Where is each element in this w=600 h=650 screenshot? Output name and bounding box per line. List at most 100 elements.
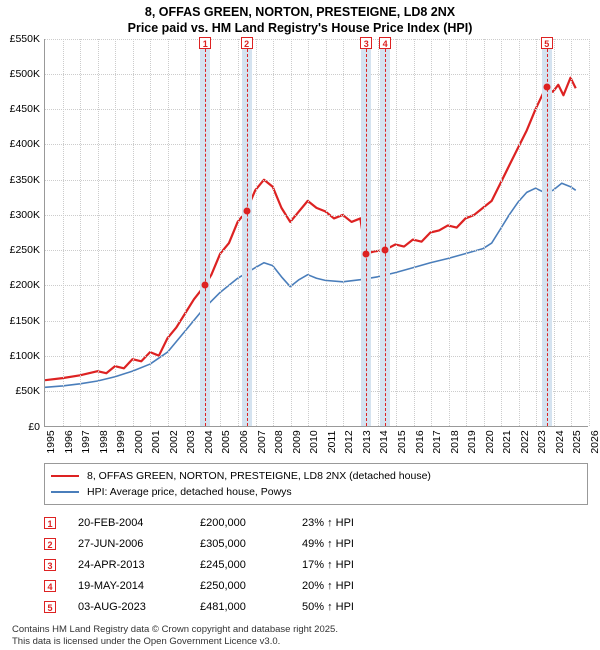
sale-row-marker: 5 [44,601,56,613]
x-tick-label: 2022 [519,430,531,453]
sale-dashed-line [247,39,248,426]
gridline-v [484,39,485,426]
gridline-v [98,39,99,426]
x-tick-label: 2002 [168,430,180,453]
sale-dashed-line [366,39,367,426]
gridline-v [589,39,590,426]
x-tick-label: 1996 [63,430,75,453]
sale-dashed-line [547,39,548,426]
sale-date: 24-APR-2013 [78,559,178,571]
x-tick-label: 2023 [536,430,548,453]
gridline-v [238,39,239,426]
gridline-h [45,144,588,145]
sale-date: 20-FEB-2004 [78,517,178,529]
x-tick-label: 2024 [554,430,566,453]
gridline-v [326,39,327,426]
sale-date: 19-MAY-2014 [78,580,178,592]
sale-pct: 20% ↑ HPI [302,580,402,592]
chart-area: £0£50K£100K£150K£200K£250K£300K£350K£400… [0,39,600,457]
x-tick-label: 2005 [220,430,232,453]
gridline-v [168,39,169,426]
sale-marker: 5 [541,37,553,49]
gridline-v [501,39,502,426]
title-block: 8, OFFAS GREEN, NORTON, PRESTEIGNE, LD8 … [0,0,600,39]
gridline-h [45,321,588,322]
gridline-h [45,391,588,392]
sale-pct: 23% ↑ HPI [302,517,402,529]
gridline-v [536,39,537,426]
legend-row: HPI: Average price, detached house, Powy… [51,484,581,500]
gridline-v [554,39,555,426]
legend-label: HPI: Average price, detached house, Powy… [87,486,292,498]
series-property [45,77,576,380]
table-row: 419-MAY-2014£250,00020% ↑ HPI [44,576,588,597]
gridline-v [220,39,221,426]
y-tick-label: £200K [10,279,40,291]
x-tick-label: 2003 [185,430,197,453]
x-tick-label: 2020 [484,430,496,453]
x-tick-label: 2013 [361,430,373,453]
y-tick-label: £300K [10,209,40,221]
gridline-h [45,356,588,357]
title-subtitle: Price paid vs. HM Land Registry's House … [0,20,600,36]
sale-row-marker: 3 [44,559,56,571]
y-tick-label: £100K [10,350,40,362]
sale-point [382,247,389,254]
gridline-v [396,39,397,426]
x-tick-label: 1998 [98,430,110,453]
table-row: 503-AUG-2023£481,00050% ↑ HPI [44,597,588,618]
sale-marker: 1 [199,37,211,49]
gridline-v [414,39,415,426]
gridline-v [431,39,432,426]
gridline-v [80,39,81,426]
gridline-v [115,39,116,426]
x-tick-label: 2026 [589,430,600,453]
gridline-h [45,285,588,286]
sale-date: 03-AUG-2023 [78,601,178,613]
x-tick-label: 2009 [291,430,303,453]
gridline-h [45,109,588,110]
sale-point [243,208,250,215]
gridline-v [133,39,134,426]
footer-line1: Contains HM Land Registry data © Crown c… [12,624,588,636]
x-tick-label: 2011 [326,430,338,453]
x-tick-label: 2018 [449,430,461,453]
sale-price: £245,000 [200,559,280,571]
sale-price: £200,000 [200,517,280,529]
x-tick-label: 1999 [115,430,127,453]
plot-area: 1995199619971998199920002001200220032004… [44,39,588,427]
sale-row-marker: 2 [44,538,56,550]
gridline-h [45,39,588,40]
x-tick-label: 2015 [396,430,408,453]
y-tick-label: £450K [10,103,40,115]
gridline-v [185,39,186,426]
sale-point [202,282,209,289]
gridline-h [45,180,588,181]
y-tick-label: £150K [10,315,40,327]
y-tick-label: £500K [10,68,40,80]
legend-row: 8, OFFAS GREEN, NORTON, PRESTEIGNE, LD8 … [51,468,581,484]
footer: Contains HM Land Registry data © Crown c… [12,624,588,649]
x-tick-label: 1995 [45,430,57,453]
table-row: 120-FEB-2004£200,00023% ↑ HPI [44,513,588,534]
sale-marker: 3 [360,37,372,49]
sale-price: £481,000 [200,601,280,613]
x-tick-label: 2017 [431,430,443,453]
sale-dashed-line [205,39,206,426]
x-tick-label: 2006 [238,430,250,453]
sales-table: 120-FEB-2004£200,00023% ↑ HPI227-JUN-200… [44,513,588,618]
y-tick-label: £350K [10,174,40,186]
legend-swatch [51,475,79,477]
gridline-h [45,215,588,216]
x-tick-label: 2007 [256,430,268,453]
gridline-v [273,39,274,426]
x-tick-label: 2012 [343,430,355,453]
x-tick-label: 2000 [133,430,145,453]
gridline-v [256,39,257,426]
sale-pct: 17% ↑ HPI [302,559,402,571]
chart-lines [45,39,588,426]
x-tick-label: 2001 [150,430,162,453]
table-row: 3 24-APR-2013 £245,000 17% ↑ HPI [44,555,588,576]
x-tick-label: 2019 [466,430,478,453]
y-tick-label: £50K [15,385,40,397]
